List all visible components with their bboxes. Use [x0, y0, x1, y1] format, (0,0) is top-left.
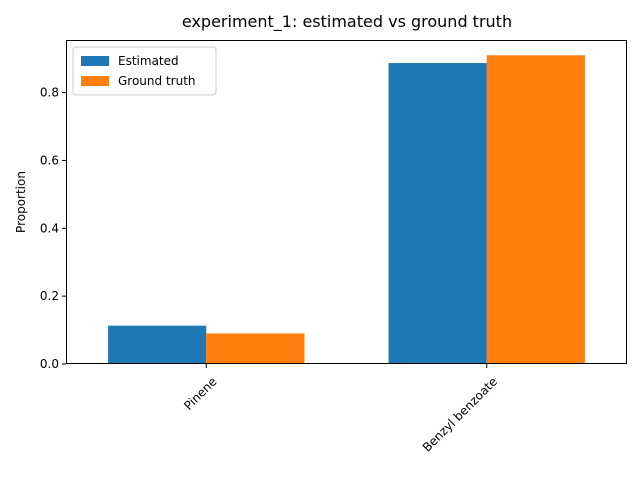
legend-label: Ground truth — [118, 74, 196, 88]
y-axis-label: Proportion — [14, 171, 28, 233]
legend-swatch-estimated — [81, 56, 109, 66]
plot-frame — [66, 40, 627, 364]
y-tick-label: 0.2 — [40, 289, 59, 303]
legend-swatch-ground-truth — [81, 76, 109, 86]
x-tick-label: Pinene — [181, 374, 219, 412]
y-tick-label: 0.6 — [40, 153, 59, 167]
y-tick-label: 0.0 — [40, 357, 59, 371]
bar-ground-truth-benzyl-benzoate — [486, 55, 585, 364]
bar-estimated-benzyl-benzoate — [388, 63, 487, 364]
x-tick-label: Benzyl benzoate — [420, 374, 500, 454]
y-tick-label: 0.8 — [40, 86, 59, 100]
chart-title: experiment_1: estimated vs ground truth — [182, 12, 512, 32]
legend: Estimated Ground truth — [72, 46, 217, 96]
x-axis: Pinene Benzyl benzoate — [181, 364, 500, 455]
bar-ground-truth-pinene — [206, 333, 305, 364]
y-tick-label: 0.4 — [40, 221, 59, 235]
bars-group — [108, 55, 585, 364]
bar-estimated-pinene — [108, 325, 207, 364]
y-axis: 0.0 0.2 0.4 0.6 0.8 — [40, 86, 66, 371]
legend-label: Estimated — [118, 54, 179, 68]
